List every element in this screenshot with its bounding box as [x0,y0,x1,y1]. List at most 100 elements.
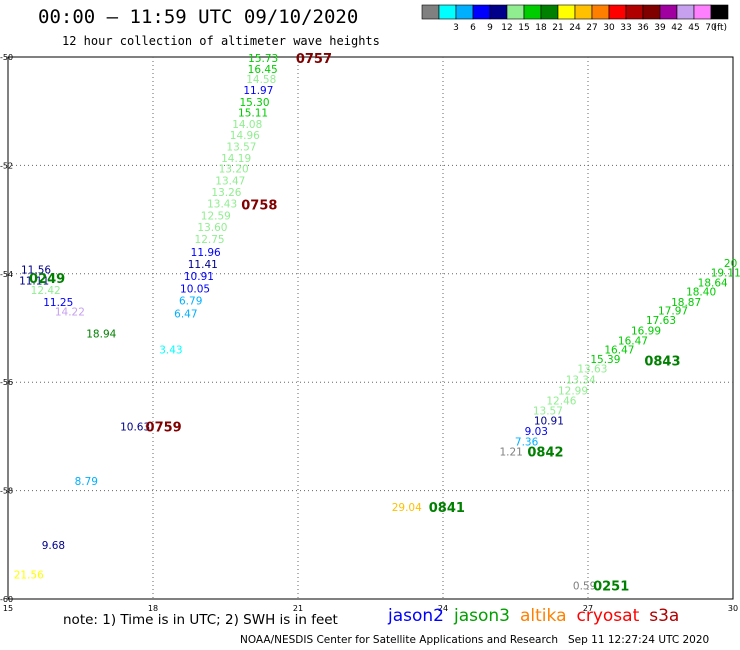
pass-time-label: 0251 [593,579,629,594]
pass-time-label: 0843 [644,355,680,370]
chart-subtitle: 12 hour collection of altimeter wave hei… [62,34,380,48]
wave-height-label: 12.75 [195,234,225,246]
colorbar-swatch [489,4,508,20]
wave-height-label: 12.42 [31,285,61,297]
colorbar-tick-label: 21 [552,23,563,33]
satellite-legend: jason2 jason3 altika cryosat s3a [388,606,689,626]
wave-height-label: 11.97 [243,85,273,97]
wave-height-label: 13.57 [226,141,256,153]
wave-height-label: 12.46 [546,396,576,408]
wave-height-label: 13.34 [566,374,596,386]
wave-height-label: 16.99 [631,326,661,338]
wave-height-label: 6.79 [179,295,202,307]
x-tick-label: 24 [438,604,448,613]
wave-height-label: 18.40 [686,287,716,299]
wave-height-label: 0.59 [573,580,596,592]
wave-height-label: 14.58 [246,74,276,86]
wave-height-label: 16.45 [248,64,278,76]
pass-time-label: 0759 [146,421,182,436]
colorbar-tick-label: 39 [654,23,666,33]
wave-height-label: 11.41 [188,259,218,271]
wave-height-label: 3.43 [159,345,182,357]
wave-height-label: 14.08 [232,119,262,131]
wave-height-label: 9.03 [525,426,548,438]
colorbar-tick-label: 6 [470,23,476,33]
wave-height-label: 13.60 [197,222,227,234]
colorbar-tick-label: 27 [586,23,597,33]
colorbar-swatch [710,4,729,20]
chart-title: 00:00 — 11:59 UTC 09/10/2020 [38,6,359,28]
wave-height-label: 17.63 [646,315,676,327]
satellite-legend-altika: altika [520,606,567,626]
wave-height-label: 12.99 [558,385,588,397]
wave-height-label: 15.73 [248,53,278,65]
wave-height-label: 16.47 [618,335,648,347]
colorbar-swatch [608,4,627,20]
wave-height-labels: 15.7316.4514.5811.9715.3015.1114.0814.96… [14,52,740,594]
wave-height-label: 11.56 [21,264,51,276]
plot-axes: 15 18 21 24 27 30 -50 -52 -54 -56 -58 -60 [0,53,738,613]
wave-height-label: 7.36 [515,436,539,448]
colorbar-tick-label: 33 [620,23,631,33]
wave-height-label: 10.05 [180,283,210,295]
colorbar-swatch [574,4,593,20]
colorbar-tick-label: 24 [569,23,581,33]
colorbar-swatch [591,4,610,20]
colorbar-swatch [455,4,474,20]
wave-height-label: 11.25 [43,297,73,309]
wave-height-label: 20 [724,258,737,270]
satellite-legend-cryosat: cryosat [576,606,640,626]
y-tick-label: -52 [0,161,13,170]
y-tick-label: -60 [0,595,13,604]
colorbar-swatch [676,4,695,20]
x-tick-label: 27 [583,604,593,613]
colorbar-swatch [523,4,542,20]
colorbar-swatch [421,4,440,20]
color-scale-legend: 3 6 9 12 15 18 21 24 27 30 33 36 39 42 45 70(ft) [421,4,729,33]
wave-height-label: 1.21 [499,447,522,459]
wave-height-label: 18.94 [86,328,116,340]
pass-time-label: 0758 [241,198,277,213]
wave-height-label: 14.22 [55,307,85,319]
pass-time-label: 0757 [296,52,332,67]
y-tick-label: -54 [0,270,13,279]
wave-height-label: 13.57 [533,405,563,417]
colorbar-tick-label: 42 [671,23,682,33]
footer-credit: NOAA/NESDIS Center for Satellite Applica… [240,634,710,646]
wave-height-label: 13.43 [207,198,237,210]
units-note: note: 1) Time is in UTC; 2) SWH is in fe… [63,612,338,628]
y-tick-label: -50 [0,53,13,62]
y-tick-label: -58 [0,487,13,496]
colorbar-swatch [506,4,525,20]
colorbar-unit: (ft) [713,23,727,33]
wave-height-label: 13.26 [211,187,241,199]
colorbar-tick-label: 45 [688,23,699,33]
colorbar-swatch [625,4,644,20]
colorbar-swatch [659,4,678,20]
colorbar-tick-label: 30 [603,23,615,33]
colorbar-swatch [642,4,661,20]
wave-height-label: 6.47 [174,308,197,320]
wave-height-label: 18.87 [671,297,701,309]
colorbar-tick-label: 9 [487,23,493,33]
colorbar-swatch [557,4,576,20]
colorbar-swatch [540,4,559,20]
colorbar-tick-label: 12 [501,23,512,33]
colorbar-tick-label: 70 [705,23,717,33]
colorbar-swatch [438,4,457,20]
colorbar-tick-label: 36 [637,23,649,33]
wave-height-label: 17.97 [658,306,688,318]
wave-height-label: 13.63 [577,364,607,376]
wave-height-label: 9.68 [42,540,65,552]
wave-height-label: 10.91 [534,416,564,428]
wave-height-label: 10.63 [120,422,150,434]
wave-height-label: 8.79 [75,476,98,488]
x-tick-label: 15 [3,604,13,613]
wave-height-label: 14.96 [230,130,260,142]
x-tick-label: 18 [148,604,158,613]
colorbar-tick-label: 18 [535,23,547,33]
colorbar-swatch [472,4,491,20]
colorbar-swatch [693,4,712,20]
wave-height-label: 21.56 [14,570,44,582]
x-tick-label: 30 [728,604,738,613]
